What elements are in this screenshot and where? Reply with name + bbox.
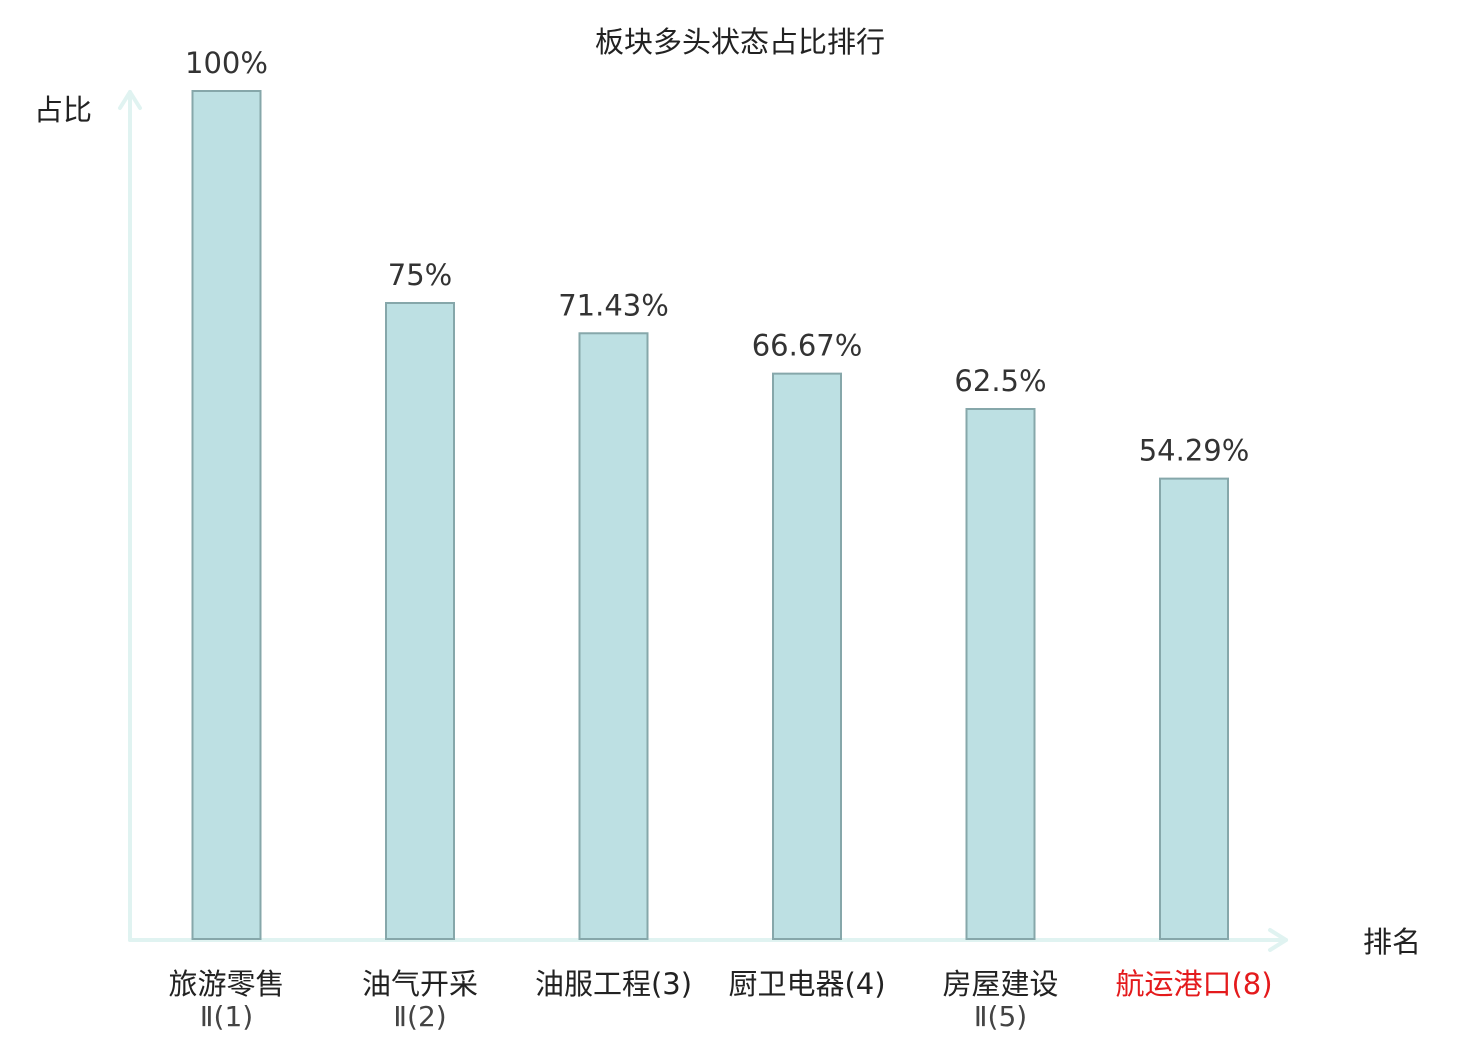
category-label-line2: Ⅱ(2) (393, 1000, 446, 1033)
bar-value-label: 71.43% (558, 288, 669, 322)
bar (191, 90, 262, 940)
bars-layer (191, 90, 1229, 940)
bar (1159, 477, 1229, 940)
bar (965, 408, 1036, 940)
axes (118, 90, 1288, 952)
x-axis-label: 排名 (1363, 925, 1421, 959)
category-label-line2: Ⅱ(5) (974, 1000, 1027, 1033)
category-label: 房屋建设 (942, 967, 1058, 1001)
category-label: 厨卫电器(4) (728, 967, 885, 1001)
category-label: 油气开采 (362, 967, 478, 1001)
category-label: 油服工程(3) (535, 967, 692, 1001)
bar (385, 302, 455, 940)
bar-value-label: 75% (388, 258, 452, 292)
y-axis-arrow-icon (118, 90, 142, 110)
bar-value-label: 54.29% (1139, 434, 1250, 468)
value-labels-layer: 100% 75% 71.43% 66.67% 62.5% 54.29% (185, 46, 1249, 468)
bar-value-label: 66.67% (752, 329, 863, 363)
bar (772, 372, 842, 940)
category-label: 航运港口(8) (1115, 967, 1272, 1001)
chart-title: 板块多头状态占比排行 (595, 25, 885, 59)
x-axis-arrow-icon (1268, 928, 1288, 952)
bar-value-label: 100% (185, 46, 268, 80)
y-axis-label: 占比 (34, 93, 92, 127)
category-label: 旅游零售 (168, 967, 284, 1001)
bar (578, 332, 649, 940)
bar-value-label: 62.5% (954, 364, 1046, 398)
category-label-line2: Ⅱ(1) (200, 1000, 253, 1033)
